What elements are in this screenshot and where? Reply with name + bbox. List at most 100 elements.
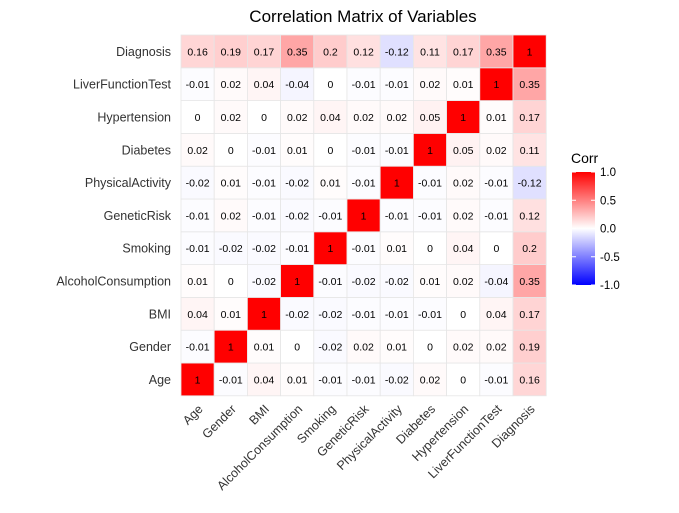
cell-value-label: 0 <box>460 309 466 321</box>
cell-value-label: 0.02 <box>221 79 242 91</box>
cell-value-label: 0.2 <box>522 243 537 255</box>
cell-value-label: -0.12 <box>518 178 542 190</box>
heatmap-cell <box>346 34 381 69</box>
y-tick-label: Diagnosis <box>116 45 171 59</box>
heatmap-cell <box>213 132 248 167</box>
legend-title: Corr <box>571 150 599 166</box>
cell-value-label: 0.2 <box>323 46 338 58</box>
cell-value-label: -0.01 <box>418 309 442 321</box>
cell-value-label: 0 <box>261 112 267 124</box>
cell-value-label: 0.19 <box>221 46 242 58</box>
heatmap-cell <box>213 165 248 200</box>
heatmap-cell <box>412 34 447 69</box>
cell-value-label: 0.02 <box>453 178 474 190</box>
cell-value-label: 0.35 <box>519 276 540 288</box>
cell-value-label: 0.11 <box>420 46 440 58</box>
heatmap-cell <box>512 100 547 134</box>
cell-value-label: 0.01 <box>287 145 308 157</box>
y-tick-label: LiverFunctionTest <box>73 78 171 92</box>
cell-value-label: 1 <box>195 374 201 386</box>
legend: Corr 1.0 0.5 0.0 -0.5 -1.0 <box>571 150 620 292</box>
cell-value-label: 0.01 <box>254 342 275 354</box>
cell-value-label: 0.02 <box>486 342 507 354</box>
cell-value-label: -0.01 <box>385 309 409 321</box>
heatmap-cell <box>213 34 248 69</box>
cell-value-label: 0.04 <box>254 79 275 91</box>
cell-value-label: -0.01 <box>352 243 376 255</box>
cell-value-label: 0.12 <box>519 210 540 222</box>
cell-value-label: 0.01 <box>320 178 341 190</box>
heatmap-cell <box>412 67 447 102</box>
heatmap-cell <box>479 362 514 397</box>
cell-value-label: -0.02 <box>252 276 276 288</box>
cell-value-label: -0.01 <box>418 210 442 222</box>
heatmap-cell <box>346 296 381 331</box>
heatmap-cell <box>479 165 514 200</box>
heatmap-cell <box>346 362 381 397</box>
heatmap-cell <box>180 362 215 397</box>
cell-value-label: -0.02 <box>285 210 309 222</box>
heatmap-cell <box>379 329 414 364</box>
cell-value-label: -0.01 <box>484 374 508 386</box>
heatmap-cell <box>280 231 315 266</box>
heatmap-cell <box>280 100 315 134</box>
heatmap-cell <box>479 231 514 266</box>
cell-value-label: -0.02 <box>186 178 210 190</box>
cell-value-label: -0.01 <box>285 243 309 255</box>
cell-value-label: -0.02 <box>285 178 309 190</box>
heatmap-cell <box>512 67 547 102</box>
cell-value-label: 0.35 <box>287 46 308 58</box>
heatmap-cell <box>512 362 547 397</box>
legend-tick-label: 1.0 <box>600 167 616 179</box>
heatmap-cell <box>446 165 481 200</box>
heatmap-cell <box>313 362 348 397</box>
cell-value-label: 0.17 <box>519 112 540 124</box>
cell-value-label: 0.04 <box>453 243 474 255</box>
cell-value-label: 0.16 <box>187 46 208 58</box>
heatmap-cell <box>512 198 547 233</box>
heatmap-cell <box>412 165 447 200</box>
cell-value-label: -0.01 <box>418 178 442 190</box>
cell-value-label: 0.02 <box>420 374 441 386</box>
cell-value-label: 0.17 <box>254 46 275 58</box>
cell-value-label: -0.01 <box>385 79 409 91</box>
cell-value-label: 0.04 <box>486 309 507 321</box>
x-tick-label: Gender <box>200 402 239 441</box>
cell-value-label: -0.01 <box>385 210 409 222</box>
cell-value-label: 0 <box>427 243 433 255</box>
legend-tick-label: 0.0 <box>600 224 616 236</box>
heatmap-cell <box>280 132 315 167</box>
cell-value-label: 1 <box>327 243 333 255</box>
heatmap-cell <box>412 329 447 364</box>
heatmap-cell <box>379 132 414 167</box>
cell-value-label: 0 <box>327 79 333 91</box>
heatmap-cell <box>379 198 414 233</box>
heatmap-cell <box>313 231 348 266</box>
cell-value-label: 0.02 <box>453 276 474 288</box>
cell-value-label: -0.01 <box>484 210 508 222</box>
cell-value-label: -0.01 <box>385 145 409 157</box>
cell-value-label: 0.04 <box>320 112 341 124</box>
cell-value-label: -0.01 <box>318 210 342 222</box>
heatmap-cells: 1 -0.01 0.04 0.01 -0.01 -0.01 -0.02 0.02 0 -0.01 0… <box>180 34 547 397</box>
heatmap-cell <box>446 132 481 167</box>
cell-value-label: 0.02 <box>453 210 474 222</box>
cell-value-label: 1 <box>261 309 267 321</box>
heatmap-cell <box>246 231 281 266</box>
cell-value-label: 0.02 <box>187 145 208 157</box>
heatmap-cell <box>280 198 315 233</box>
y-tick-label: GeneticRisk <box>104 209 172 223</box>
heatmap-cell <box>446 231 481 266</box>
heatmap-cell <box>412 100 447 134</box>
cell-value-label: 0.02 <box>221 112 242 124</box>
cell-value-label: -0.02 <box>385 276 409 288</box>
heatmap-cell <box>379 165 414 200</box>
heatmap-cell <box>346 67 381 102</box>
cell-value-label: 0 <box>460 374 466 386</box>
cell-value-label: 0.02 <box>287 112 308 124</box>
y-axis-labels: Age Gender BMI AlcoholConsumption Smoking Gen… <box>56 45 171 387</box>
cell-value-label: 0 <box>228 145 234 157</box>
cell-value-label: -0.02 <box>252 243 276 255</box>
heatmap-cell <box>280 165 315 200</box>
cell-value-label: 1 <box>228 342 234 354</box>
